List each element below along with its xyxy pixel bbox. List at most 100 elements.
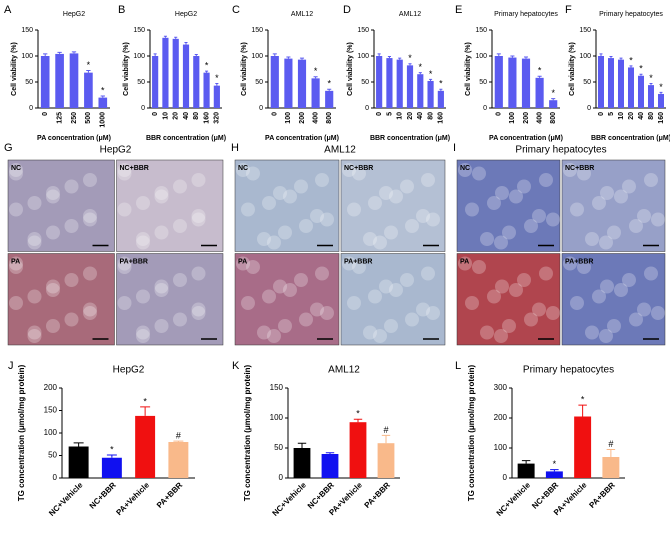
- cell: [517, 179, 531, 194]
- x-tick-label: 20: [407, 112, 414, 120]
- cell: [347, 296, 361, 310]
- cell: [273, 186, 287, 200]
- cell: [154, 319, 169, 333]
- bar: [508, 57, 517, 108]
- cell: [539, 173, 553, 187]
- cell: [315, 266, 329, 281]
- error-bar: [325, 452, 335, 454]
- cell: [241, 202, 255, 217]
- bar: [628, 67, 634, 108]
- error-bar: [272, 53, 277, 56]
- x-tick-label: 800: [326, 112, 333, 124]
- cell: [487, 289, 501, 304]
- cell: [373, 329, 387, 343]
- chart-title: HepG2: [63, 11, 85, 18]
- y-tick-label: 150: [270, 383, 284, 392]
- error-bar: [649, 83, 653, 86]
- bar: [321, 454, 339, 478]
- error-bar: [205, 70, 209, 73]
- x-tick-label: 125: [56, 112, 63, 124]
- cell: [614, 189, 628, 204]
- y-tick-label: 150: [21, 27, 33, 34]
- x-tick-label: 20: [173, 112, 180, 120]
- error-bar: [578, 404, 587, 417]
- x-tick-label: 0: [496, 112, 503, 116]
- cell: [46, 186, 60, 200]
- micrograph-tile: [456, 253, 561, 346]
- cell: [283, 189, 297, 204]
- x-tick-label: PA+BBR: [587, 480, 617, 510]
- y-tick-label: 50: [583, 79, 591, 86]
- cell: [384, 225, 398, 240]
- cell: [487, 196, 501, 210]
- cell: [465, 202, 479, 217]
- error-bar: [174, 36, 178, 39]
- chart-title: HepG2: [113, 365, 145, 376]
- x-axis-label: PA concentration (μM): [489, 135, 563, 142]
- cell: [373, 235, 387, 250]
- tile-label: PA: [460, 258, 469, 265]
- cell: [257, 325, 271, 340]
- panel-letter: B: [118, 4, 125, 16]
- cell: [310, 209, 324, 223]
- cell: [267, 235, 281, 250]
- error-bar: [173, 440, 184, 442]
- significance-mark: *: [553, 459, 557, 469]
- x-tick-label: NC+BBR: [88, 480, 118, 510]
- bar: [396, 59, 403, 108]
- bar: [203, 72, 210, 108]
- cell: [644, 173, 658, 187]
- cell: [352, 166, 366, 181]
- x-tick-label: NC+Vehicle: [271, 480, 309, 518]
- error-bar: [537, 75, 542, 78]
- y-axis-label: TG concentration (μmol/mg protein): [243, 364, 252, 501]
- cell: [502, 319, 516, 333]
- significance-mark: *: [408, 53, 412, 63]
- bar: [69, 53, 79, 108]
- micrograph-title: AML12: [324, 145, 356, 156]
- error-bar: [550, 469, 559, 472]
- cell: [599, 329, 613, 343]
- cell: [363, 325, 377, 340]
- cell: [644, 266, 658, 281]
- x-tick-label: 0: [376, 112, 383, 116]
- cell: [637, 209, 651, 223]
- cell: [154, 186, 169, 200]
- y-tick-label: 0: [29, 105, 33, 112]
- micrograph-title: HepG2: [100, 145, 132, 156]
- cell: [416, 302, 430, 317]
- x-tick-label: 200: [523, 112, 530, 124]
- error-bar: [86, 70, 91, 73]
- bar: [152, 56, 159, 108]
- x-tick-label: 100: [509, 112, 516, 124]
- cell: [83, 302, 97, 317]
- significance-mark: #: [608, 439, 613, 449]
- cell: [629, 312, 643, 327]
- cell: [9, 163, 23, 177]
- cell: [532, 302, 546, 317]
- cell: [154, 279, 169, 294]
- cell: [389, 189, 403, 204]
- y-tick-label: 150: [475, 27, 487, 34]
- significance-mark: *: [439, 79, 443, 89]
- cell: [64, 219, 79, 233]
- cell: [622, 179, 636, 194]
- x-tick-label: 320: [214, 112, 221, 124]
- cell: [379, 279, 393, 294]
- cell: [117, 202, 132, 217]
- bar: [535, 77, 544, 108]
- cell: [426, 212, 440, 227]
- bar: [638, 75, 644, 108]
- bar: [417, 74, 424, 108]
- y-tick-label: 150: [44, 406, 58, 415]
- cell: [622, 273, 636, 287]
- error-bar: [106, 454, 117, 458]
- x-axis-label: BBR concentration (μM): [591, 135, 670, 142]
- tile-label: NC+BBR: [565, 165, 594, 172]
- cell: [236, 256, 250, 271]
- bar: [598, 56, 604, 108]
- y-tick-label: 0: [587, 105, 591, 112]
- y-tick-label: 0: [503, 473, 508, 482]
- error-bar: [286, 56, 291, 59]
- cell: [117, 256, 132, 271]
